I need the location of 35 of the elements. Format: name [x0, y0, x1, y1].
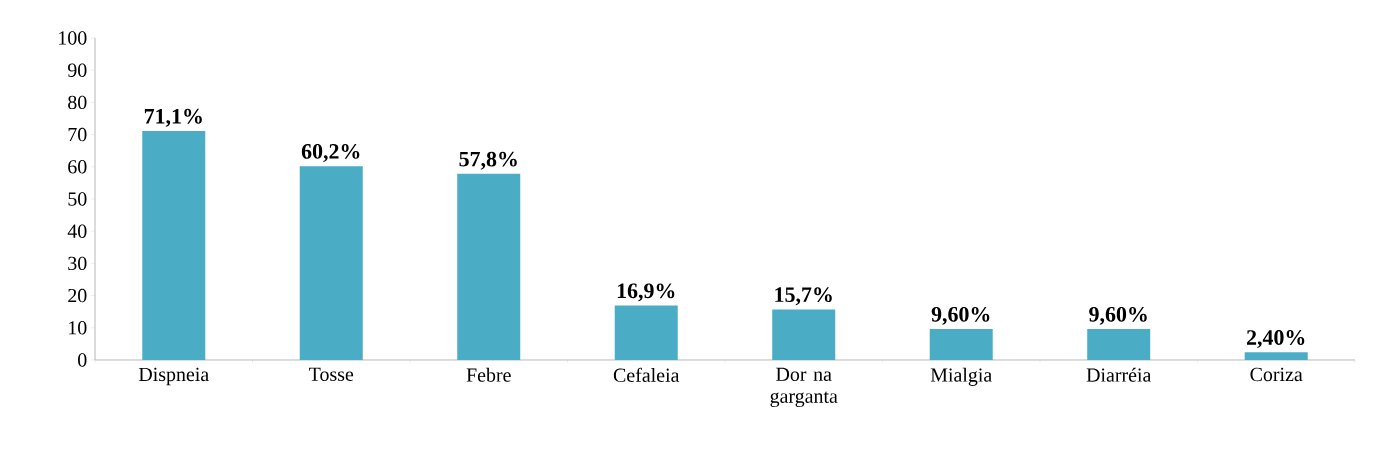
- bar: [299, 166, 363, 360]
- y-tick-label: 30: [68, 256, 87, 271]
- bar: [929, 329, 993, 360]
- y-tick-label: 70: [68, 127, 87, 142]
- bar: [1087, 329, 1151, 360]
- data-label: 15,7%: [775, 287, 832, 306]
- data-label: 71,1%: [144, 108, 202, 127]
- y-tick-label: 10: [69, 321, 87, 335]
- data-label: 57,8%: [459, 151, 517, 170]
- bar: [142, 131, 206, 360]
- x-tick-label: Dor na garganta: [770, 367, 838, 408]
- y-tick-label: 0: [78, 353, 87, 367]
- y-tick-label: 80: [68, 95, 87, 110]
- y-tick-label: 60: [68, 160, 87, 174]
- y-tick-label: 50: [68, 192, 87, 206]
- y-tick-label: 90: [67, 63, 87, 77]
- x-tick-label: Mialgia: [930, 367, 992, 386]
- x-tick-label: Cefaleia: [613, 367, 680, 382]
- y-tick-label: 100: [59, 31, 87, 45]
- data-label: 9,60%: [1089, 306, 1147, 325]
- x-tick-label: Tosse: [309, 367, 354, 381]
- x-tick-label: Diarréia: [1086, 367, 1152, 382]
- x-tick-label: Febre: [466, 367, 511, 382]
- y-tick-label: 20: [68, 288, 87, 303]
- bar: [614, 305, 678, 360]
- bar: [772, 309, 836, 360]
- y-tick-label: 40: [67, 224, 87, 238]
- data-label: 16,9%: [617, 283, 675, 302]
- bar: [1244, 352, 1308, 360]
- data-label: 9,60%: [931, 306, 990, 325]
- bar: [457, 173, 521, 360]
- data-label: 60,2%: [301, 143, 360, 162]
- x-tick-label: Coriza: [1250, 367, 1303, 382]
- data-label: 2,40%: [1246, 330, 1305, 349]
- x-tick-label: Dispneia: [138, 367, 209, 386]
